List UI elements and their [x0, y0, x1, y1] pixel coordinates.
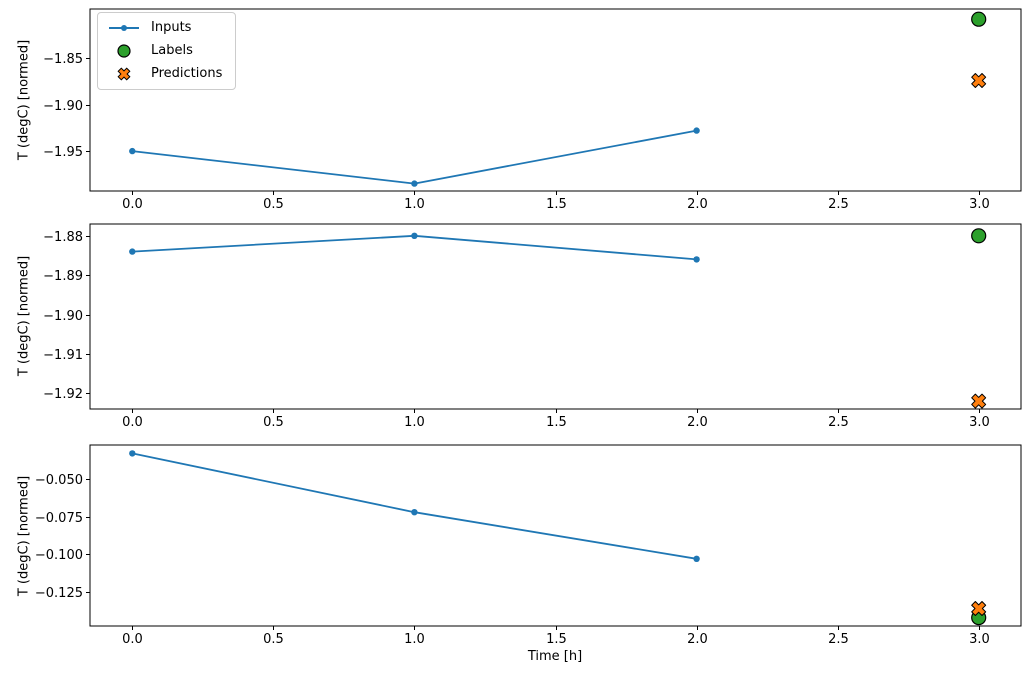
predictions-marker-x [971, 393, 987, 409]
x-tick-label: 1.0 [404, 632, 425, 647]
legend-item-inputs: Inputs [107, 20, 222, 36]
series-predictions [971, 393, 987, 409]
y-ticks: −0.050 −0.075 −0.100 −0.125 [35, 473, 90, 601]
x-tick-label: 2.5 [828, 632, 849, 647]
x-tick-label: 2.0 [687, 415, 708, 430]
labels-circle-icon [107, 43, 141, 59]
y-tick-label: −1.90 [43, 309, 83, 324]
axes-frame [89, 8, 1022, 192]
y-ticks: −1.85 −1.90 −1.95 [43, 52, 90, 160]
legend-label-inputs: Inputs [151, 20, 192, 35]
line-path [131, 452, 698, 560]
line-marker-dot [693, 256, 700, 263]
x-tick-label: 1.5 [546, 197, 567, 212]
line-marker-dot [129, 147, 136, 155]
line-marker-dot [411, 232, 418, 239]
x-tick-label: 1.0 [404, 197, 425, 212]
y-ticks: −1.88 −1.89 −1.90 −1.91 −1.92 [43, 230, 90, 402]
x-tick-label: 2.5 [828, 415, 849, 430]
labels-marker-circle [971, 228, 987, 244]
series-predictions [971, 601, 987, 617]
line-marker-dot [693, 555, 700, 562]
y-axis-label-middle: T (degC) [normed] [16, 255, 32, 377]
series-inputs [129, 450, 700, 562]
legend-box: Inputs Labels Predictions [97, 12, 237, 90]
y-tick-label: −0.100 [35, 548, 83, 563]
axes-frame [89, 444, 1022, 627]
x-tick-label: 0.0 [122, 632, 143, 647]
predictions-marker-x [971, 601, 987, 617]
x-tick-label: 0.0 [122, 415, 143, 430]
legend-item-labels: Labels [107, 43, 222, 59]
x-tick-label: 2.0 [687, 197, 708, 212]
series-predictions [971, 73, 987, 88]
x-ticks: 0.0 0.5 1.0 1.5 2.0 2.5 3.0 [122, 191, 990, 212]
y-tick-label: −0.075 [35, 511, 83, 526]
legend-label-predictions: Predictions [151, 66, 223, 81]
x-tick-label: 0.5 [263, 197, 284, 212]
line-marker-dot [411, 180, 418, 187]
subplot-1: 0.0 0.5 1.0 1.5 2.0 2.5 3.0 −1.88 −1.89 −1.90 −1.9… [43, 223, 1022, 430]
subplot-0: 0.0 0.5 1.0 1.5 2.0 2.5 3.0 −1.85 −1.90 −1.95 [43, 8, 1022, 212]
x-tick-label: 2.0 [687, 632, 708, 647]
predictions-marker-x [971, 73, 987, 88]
y-tick-label: −0.050 [35, 473, 83, 488]
y-tick-label: −0.125 [35, 586, 83, 601]
legend-item-predictions: Predictions [107, 66, 222, 82]
line-path [131, 234, 698, 261]
line-path [131, 129, 698, 185]
predictions-x-icon [107, 66, 141, 82]
x-axis-label: Time [h] [527, 649, 583, 664]
line-marker-dot [693, 127, 700, 134]
x-ticks: 0.0 0.5 1.0 1.5 2.0 2.5 3.0 [122, 409, 990, 430]
y-axis-label-bottom: T (degC) [normed] [16, 475, 32, 597]
inputs-line-icon [107, 20, 141, 36]
legend-circle [117, 44, 131, 58]
series-inputs [129, 127, 700, 187]
x-tick-label: 0.0 [122, 197, 143, 212]
line-marker-dot [411, 509, 418, 516]
y-tick-label: −1.95 [43, 145, 83, 160]
series-labels [971, 228, 987, 244]
x-ticks: 0.0 0.5 1.0 1.5 2.0 2.5 3.0 [122, 626, 990, 647]
axes-frame [89, 223, 1022, 410]
y-tick-label: −1.91 [43, 348, 83, 363]
x-tick-label: 0.5 [263, 415, 284, 430]
legend-label-labels: Labels [151, 43, 193, 58]
y-tick-label: −1.85 [43, 52, 83, 67]
y-tick-label: −1.88 [43, 230, 83, 245]
legend-x-cross [117, 67, 131, 81]
labels-marker-circle [971, 11, 987, 27]
x-tick-label: 3.0 [969, 415, 990, 430]
x-tick-label: 1.5 [546, 415, 567, 430]
y-tick-label: −1.90 [43, 99, 83, 114]
x-tick-label: 1.0 [404, 415, 425, 430]
x-tick-label: 2.5 [828, 197, 849, 212]
series-inputs [129, 232, 700, 263]
x-tick-label: 0.5 [263, 632, 284, 647]
series-labels [971, 11, 987, 27]
x-tick-label: 3.0 [969, 632, 990, 647]
legend-line-dot [121, 25, 127, 31]
line-marker-dot [129, 248, 136, 255]
x-tick-label: 3.0 [969, 197, 990, 212]
x-tick-label: 1.5 [546, 632, 567, 647]
line-marker-dot [129, 450, 136, 457]
subplot-2: 0.0 0.5 1.0 1.5 2.0 2.5 3.0−0.050−0.075−0.100−… [35, 444, 1022, 647]
y-axis-label-top: T (degC) [normed] [16, 39, 32, 161]
y-tick-label: −1.92 [43, 387, 83, 402]
y-tick-label: −1.89 [43, 269, 83, 284]
